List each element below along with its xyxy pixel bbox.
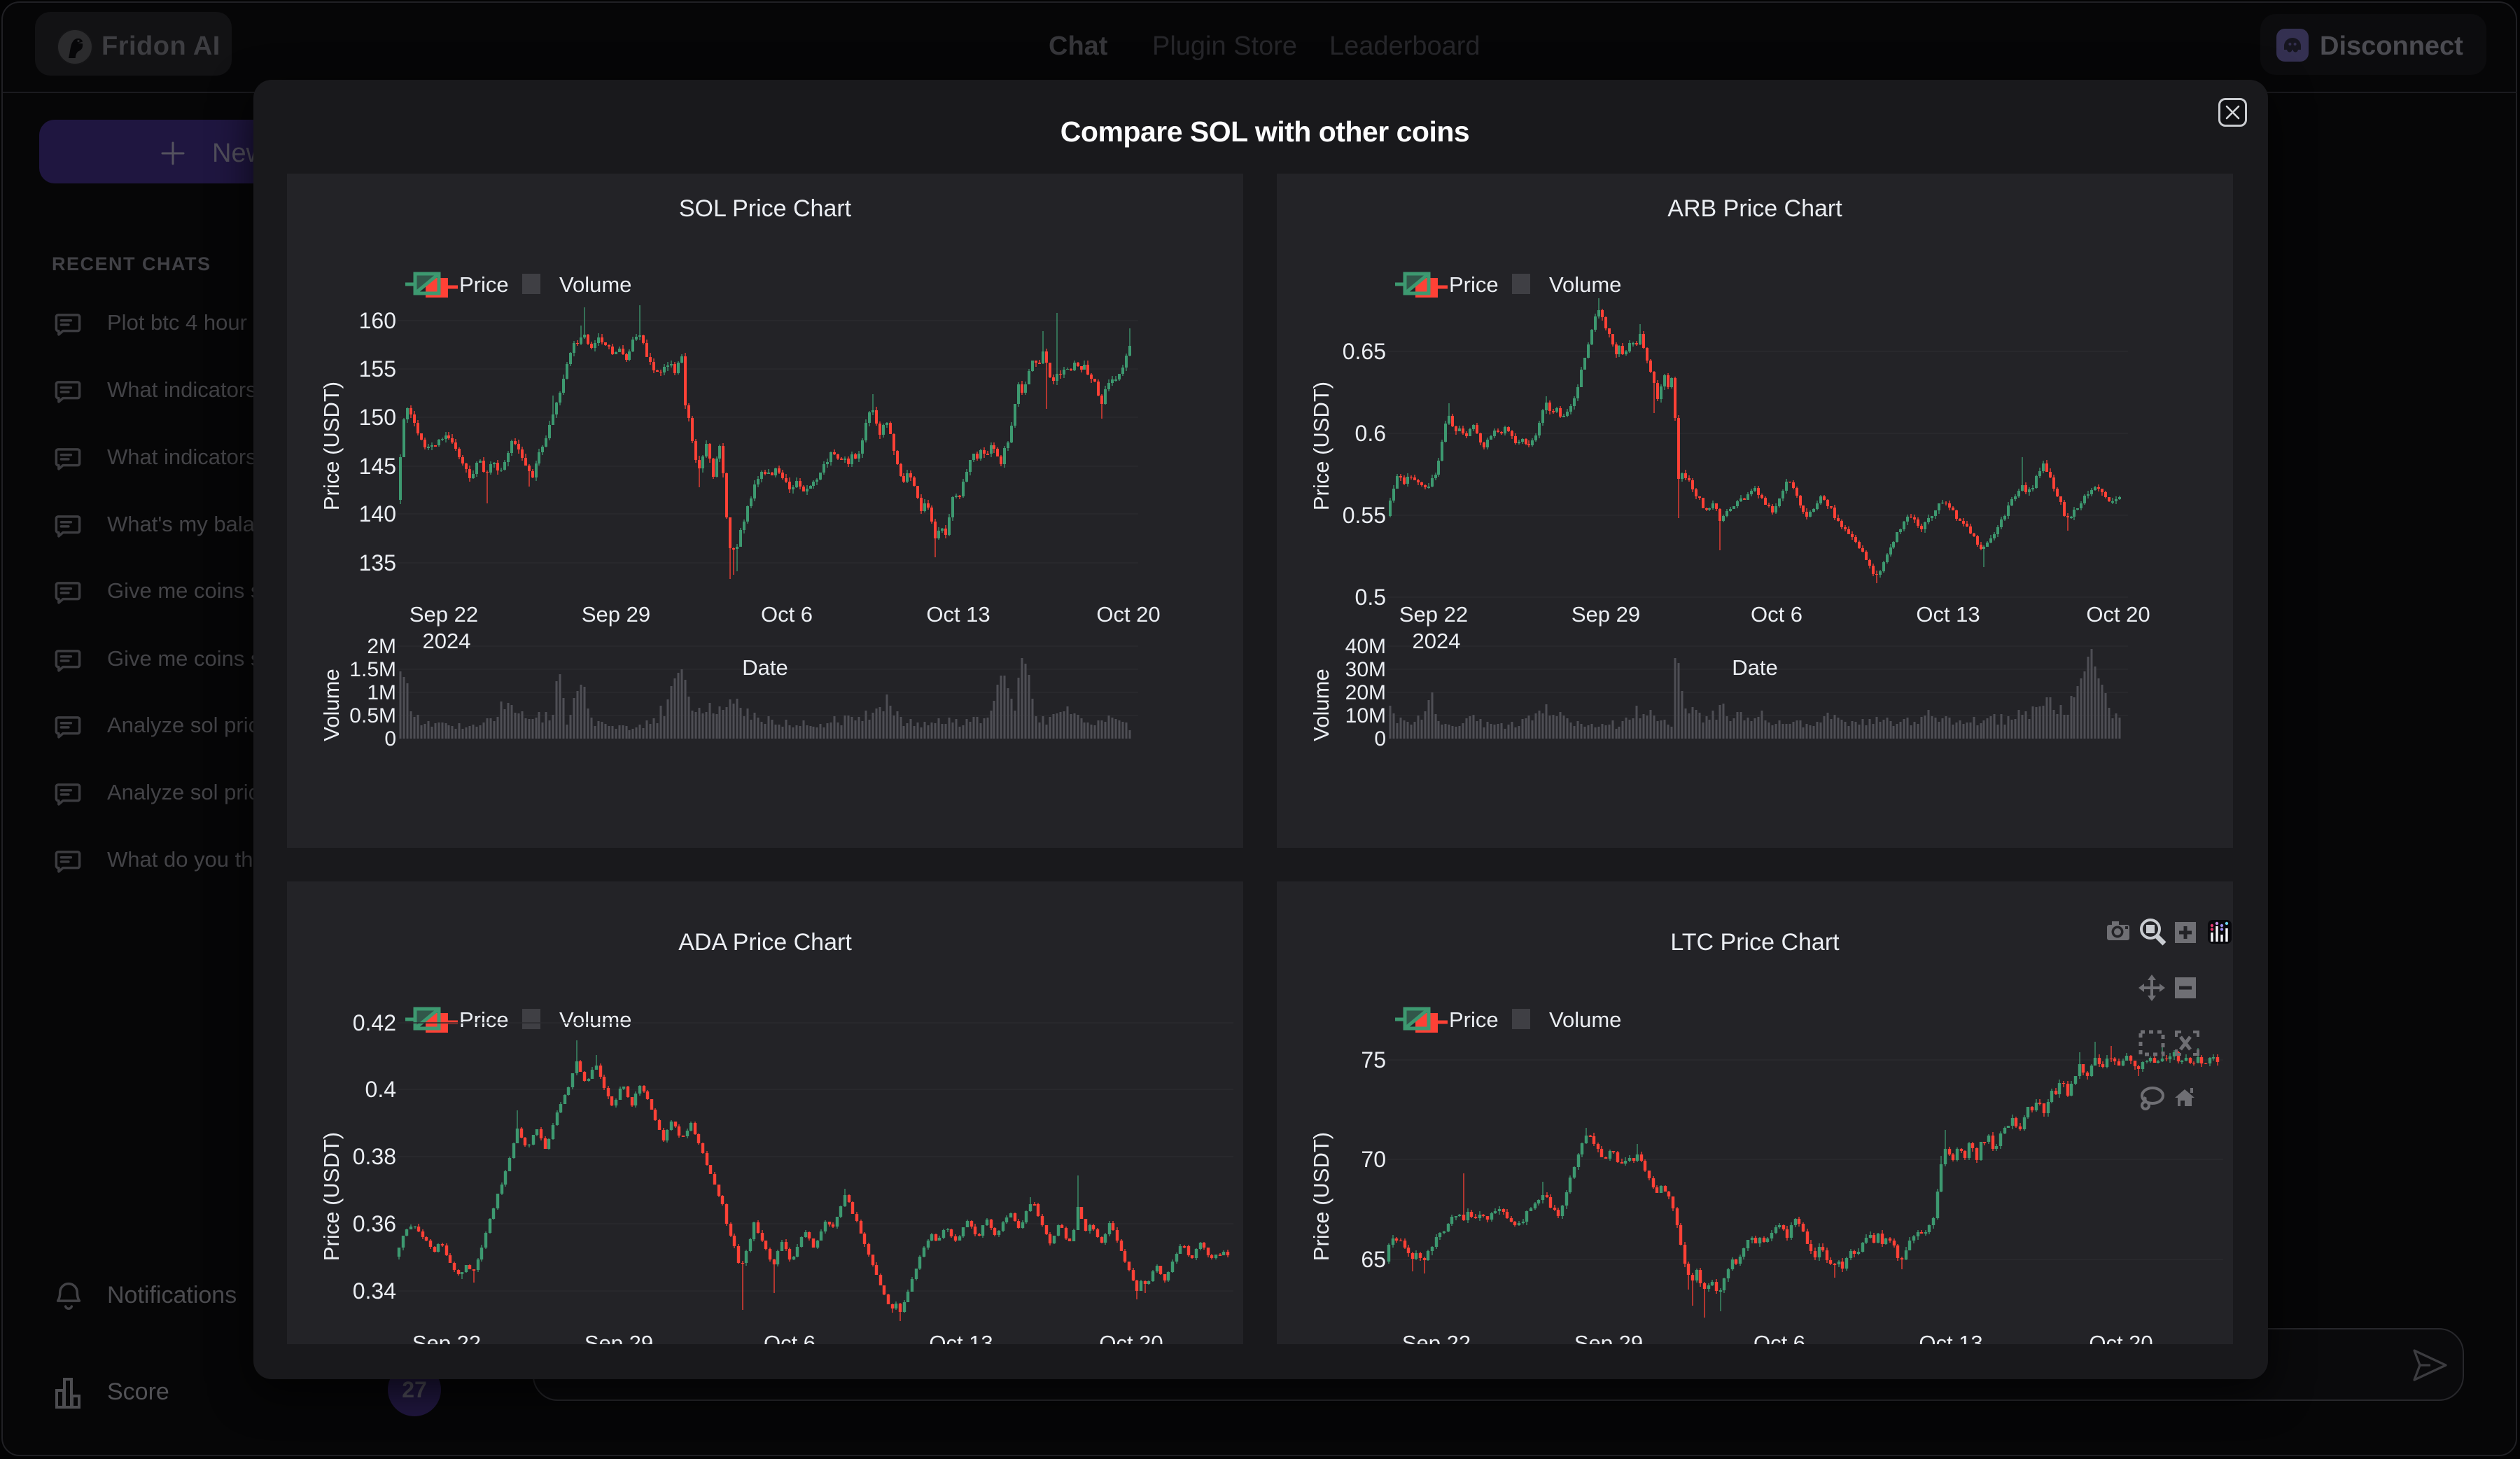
svg-text:0.34: 0.34 bbox=[353, 1278, 396, 1304]
svg-text:Price: Price bbox=[1449, 1007, 1499, 1032]
svg-text:0: 0 bbox=[384, 727, 396, 751]
svg-text:Oct 13: Oct 13 bbox=[1919, 1331, 1982, 1344]
svg-text:Sep 29: Sep 29 bbox=[1572, 602, 1640, 627]
svg-text:65: 65 bbox=[1361, 1247, 1386, 1272]
svg-text:0: 0 bbox=[1374, 727, 1386, 751]
svg-text:ARB Price Chart: ARB Price Chart bbox=[1667, 195, 1842, 222]
svg-text:140: 140 bbox=[359, 501, 396, 526]
svg-text:Oct 13: Oct 13 bbox=[1916, 602, 1980, 627]
svg-text:Price: Price bbox=[1449, 272, 1499, 297]
svg-text:155: 155 bbox=[359, 356, 396, 382]
svg-text:10M: 10M bbox=[1345, 704, 1386, 727]
svg-text:Volume: Volume bbox=[559, 1007, 631, 1032]
svg-text:150: 150 bbox=[359, 405, 396, 430]
svg-text:Price: Price bbox=[459, 1007, 509, 1032]
svg-text:0.38: 0.38 bbox=[353, 1144, 396, 1169]
svg-text:Sep 29: Sep 29 bbox=[584, 1331, 653, 1344]
svg-text:Volume: Volume bbox=[1309, 669, 1334, 741]
svg-text:Oct 6: Oct 6 bbox=[761, 602, 813, 627]
svg-text:135: 135 bbox=[359, 550, 396, 575]
svg-text:0.6: 0.6 bbox=[1355, 421, 1386, 446]
svg-text:2024: 2024 bbox=[423, 629, 471, 653]
svg-text:Oct 13: Oct 13 bbox=[926, 602, 990, 627]
svg-text:Date: Date bbox=[742, 655, 788, 680]
svg-text:ADA Price Chart: ADA Price Chart bbox=[678, 929, 852, 956]
svg-text:Volume: Volume bbox=[1549, 1007, 1621, 1032]
svg-text:Price (USDT): Price (USDT) bbox=[319, 1132, 344, 1261]
svg-text:Oct 13: Oct 13 bbox=[929, 1331, 993, 1344]
svg-text:0.5M: 0.5M bbox=[349, 704, 396, 727]
svg-text:Oct 20: Oct 20 bbox=[2089, 1331, 2152, 1344]
svg-text:Sep 22: Sep 22 bbox=[412, 1331, 481, 1344]
svg-text:30M: 30M bbox=[1345, 658, 1386, 681]
svg-text:1M: 1M bbox=[367, 681, 396, 704]
svg-text:2M: 2M bbox=[367, 635, 396, 658]
svg-text:Volume: Volume bbox=[559, 272, 631, 297]
svg-text:Oct 6: Oct 6 bbox=[1751, 602, 1802, 627]
svg-text:75: 75 bbox=[1361, 1047, 1386, 1073]
svg-text:0.55: 0.55 bbox=[1343, 503, 1386, 528]
svg-text:Oct 6: Oct 6 bbox=[1754, 1331, 1805, 1344]
svg-text:70: 70 bbox=[1361, 1147, 1386, 1172]
svg-text:Sep 29: Sep 29 bbox=[582, 602, 650, 627]
svg-text:40M: 40M bbox=[1345, 635, 1386, 658]
svg-text:Sep 22: Sep 22 bbox=[1402, 1331, 1471, 1344]
svg-text:2024: 2024 bbox=[1413, 629, 1461, 653]
svg-text:Sep 22: Sep 22 bbox=[1399, 602, 1468, 627]
svg-text:0.36: 0.36 bbox=[353, 1211, 396, 1236]
svg-text:20M: 20M bbox=[1345, 681, 1386, 704]
svg-text:Oct 6: Oct 6 bbox=[764, 1331, 816, 1344]
svg-text:Volume: Volume bbox=[1549, 272, 1621, 297]
svg-text:0.42: 0.42 bbox=[353, 1010, 396, 1035]
svg-text:145: 145 bbox=[359, 454, 396, 479]
svg-text:1.5M: 1.5M bbox=[349, 658, 396, 681]
svg-text:Price (USDT): Price (USDT) bbox=[1309, 1132, 1334, 1261]
svg-text:0.4: 0.4 bbox=[365, 1077, 396, 1102]
svg-text:Sep 22: Sep 22 bbox=[410, 602, 478, 627]
svg-text:Oct 20: Oct 20 bbox=[2086, 602, 2150, 627]
svg-text:Date: Date bbox=[1732, 655, 1777, 680]
svg-text:Price (USDT): Price (USDT) bbox=[1309, 382, 1334, 510]
svg-text:0.5: 0.5 bbox=[1355, 585, 1386, 610]
svg-text:160: 160 bbox=[359, 308, 396, 333]
svg-text:Sep 29: Sep 29 bbox=[1574, 1331, 1643, 1344]
svg-text:Price: Price bbox=[459, 272, 509, 297]
svg-text:SOL Price Chart: SOL Price Chart bbox=[679, 195, 852, 222]
svg-text:LTC Price Chart: LTC Price Chart bbox=[1670, 929, 1840, 956]
svg-text:Oct 20: Oct 20 bbox=[1099, 1331, 1163, 1344]
svg-text:0.65: 0.65 bbox=[1343, 339, 1386, 364]
svg-text:Volume: Volume bbox=[319, 669, 344, 741]
svg-text:Price (USDT): Price (USDT) bbox=[319, 382, 344, 510]
svg-text:Oct 20: Oct 20 bbox=[1096, 602, 1160, 627]
